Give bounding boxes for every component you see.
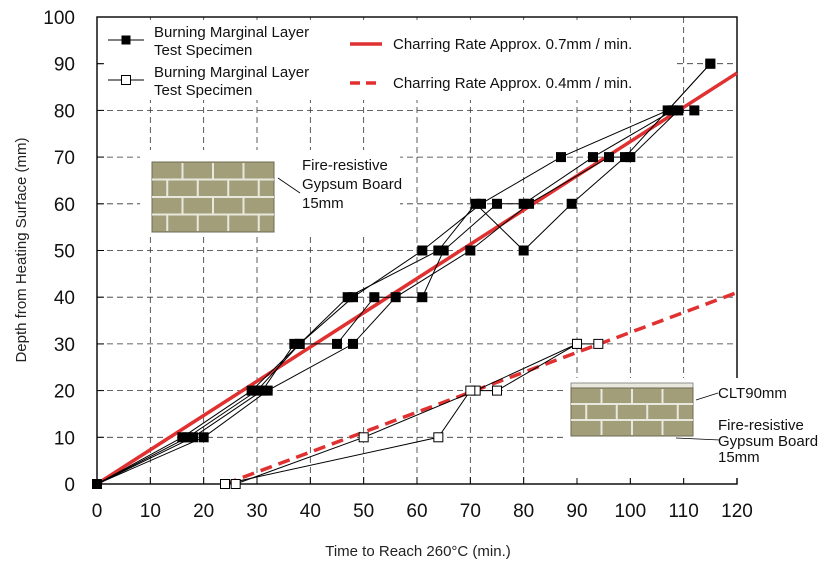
filled-square-marker: [566, 198, 577, 209]
y-axis-title: Depth from Heating Surface (mm): [13, 137, 30, 362]
open-square-marker: [465, 385, 476, 396]
filled-square-marker: [433, 245, 444, 256]
filled-square-marker: [470, 198, 481, 209]
charring-rate-0.7-line: [96, 71, 738, 486]
filled-square-marker: [556, 152, 566, 163]
filled-square-marker: [518, 245, 529, 256]
x-tick-label: 70: [460, 501, 481, 522]
x-tick-label: 30: [246, 501, 267, 522]
x-tick-label: 50: [353, 501, 374, 522]
filled-square-marker: [465, 245, 476, 256]
gypsum-label: Fire-resistive Gypsum Board 15mm: [718, 417, 818, 466]
legend: Burning Marginal Layer Test Specimen Burn…: [105, 20, 675, 100]
open-square-marker: [572, 338, 582, 349]
filled-square-marker: [177, 432, 188, 443]
y-tick-labels: 0 10 20 30 40 50 60 70 80 90 100: [43, 8, 75, 496]
legend-label-filled: Burning Marginal Layer Test Specimen: [154, 24, 309, 59]
gypsum-leader: [675, 437, 721, 441]
specimen-line-filled: [96, 63, 711, 485]
filled-square-marker: [390, 292, 401, 303]
y-tick-label: 0: [64, 475, 75, 496]
y-tick-label: 70: [54, 148, 75, 169]
filled-square-marker: [705, 58, 716, 69]
y-tick-label: 50: [54, 242, 75, 263]
y-tick-label: 90: [54, 55, 75, 76]
clt-annotation: CLT90mm Fire-resistive Gypsum Board 15mm: [563, 378, 833, 478]
y-tick-label: 60: [54, 195, 75, 216]
x-tick-label: 110: [669, 501, 699, 522]
data-markers: [92, 58, 716, 489]
x-tick-labels: 0 10 20 30 40 50 60 70 80 90 100 110 120: [92, 501, 753, 522]
y-tick-label: 30: [54, 335, 75, 356]
x-tick-label: 20: [193, 501, 214, 522]
legend-label-solid-red: Charring Rate Approx. 0.7mm / min.: [393, 36, 632, 53]
legend-label-open: Burning Marginal Layer Test Specimen: [154, 64, 309, 99]
filled-square-marker: [417, 292, 428, 303]
filled-square-marker: [604, 152, 614, 163]
x-tick-label: 0: [92, 501, 103, 522]
filled-square-marker: [673, 105, 684, 116]
filled-square-marker: [332, 338, 342, 349]
legend-label-dashed-red: Charring Rate Approx. 0.4mm / min.: [393, 75, 632, 92]
clt-leader: [695, 392, 719, 401]
filled-square-marker: [246, 385, 257, 396]
x-axis-title: Time to Reach 260°C (min.): [325, 543, 511, 560]
legend-marker-open: [121, 75, 131, 85]
filled-square-marker: [689, 105, 700, 116]
filled-square-marker: [620, 152, 630, 163]
filled-square-marker: [294, 338, 305, 349]
y-tick-label: 100: [43, 8, 75, 29]
x-tick-label: 100: [614, 501, 646, 522]
specimen-line-filled: [96, 110, 679, 485]
open-square-marker: [433, 432, 444, 443]
open-square-marker: [230, 479, 241, 489]
open-square-marker: [358, 432, 369, 443]
filled-square-marker: [188, 432, 198, 443]
x-tick-label: 40: [300, 501, 321, 522]
open-square-marker: [220, 479, 230, 489]
clt-top-layer: [570, 382, 694, 389]
clt-illustration: [570, 382, 694, 437]
y-tick-label: 40: [54, 288, 75, 309]
annotation-text: Fire-resistive Gypsum Board 15mm: [302, 157, 402, 212]
y-tick-label: 20: [54, 382, 75, 403]
clt-label: CLT90mm: [718, 385, 787, 402]
x-tick-label: 120: [721, 501, 753, 522]
gypsum-board-annotation: Fire-resistive Gypsum Board 15mm: [140, 150, 402, 234]
filled-square-marker: [524, 198, 534, 209]
filled-square-marker: [262, 385, 273, 396]
filled-square-marker: [492, 198, 502, 209]
filled-square-marker: [348, 338, 358, 349]
filled-square-marker: [588, 152, 598, 163]
open-square-marker: [492, 385, 502, 396]
x-tick-label: 60: [406, 501, 427, 522]
filled-square-marker: [417, 245, 428, 256]
x-tick-label: 10: [140, 501, 161, 522]
x-tick-label: 80: [513, 501, 534, 522]
filled-square-marker: [198, 432, 209, 443]
open-square-marker: [593, 338, 604, 349]
x-tick-label: 90: [566, 501, 587, 522]
annotation-leader: [277, 177, 301, 194]
plot-frame: [96, 16, 738, 485]
y-tick-label: 80: [54, 101, 75, 122]
legend-background: [105, 20, 675, 100]
filled-square-marker: [92, 479, 102, 489]
y-tick-label: 10: [54, 428, 75, 449]
filled-square-marker: [342, 292, 353, 303]
legend-marker-filled: [121, 35, 131, 45]
gypsum-board-illustration: [151, 161, 275, 233]
filled-square-marker: [369, 292, 380, 303]
